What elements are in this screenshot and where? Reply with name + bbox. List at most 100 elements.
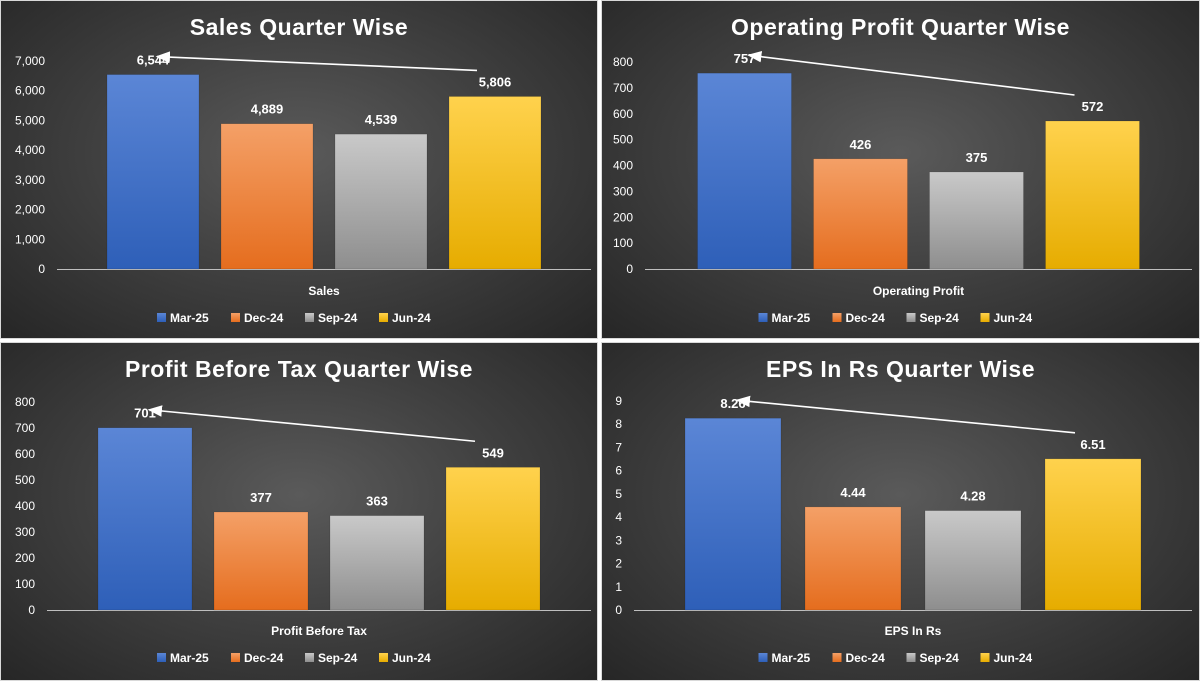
chart-title: Profit Before Tax Quarter Wise	[125, 356, 473, 382]
x-axis-label: EPS In Rs	[885, 624, 942, 638]
legend-swatch	[758, 653, 768, 662]
legend-label: Jun-24	[994, 651, 1033, 665]
legend-label: Mar-25	[170, 311, 209, 325]
data-label: 375	[966, 150, 988, 165]
y-tick-label: 700	[613, 81, 633, 95]
legend-swatch	[305, 653, 314, 662]
profit-before-tax-chart-panel: Profit Before Tax Quarter Wise 0 100 200 300…	[0, 342, 598, 681]
y-tick-label: 800	[15, 395, 35, 409]
data-label: 549	[482, 445, 504, 460]
x-axis-label: Sales	[308, 284, 340, 298]
trend-arrow	[747, 50, 1075, 96]
y-tick-label: 1,000	[15, 232, 45, 246]
y-tick-label: 7	[615, 440, 622, 454]
y-tick-label: 3,000	[15, 173, 45, 187]
legend-label: Mar-25	[772, 311, 811, 325]
legend-label: Sep-24	[318, 311, 358, 325]
y-tick-label: 0	[615, 603, 622, 617]
y-tick-label: 500	[15, 473, 35, 487]
chart-svg: Profit Before Tax Quarter Wise 0 100 200 300…	[15, 356, 591, 665]
sales-chart-panel: Sales Quarter Wise 0 1,000 2,000 3,000 4,000 5…	[0, 0, 598, 339]
y-tick-label: 700	[15, 421, 35, 435]
y-tick-label: 200	[15, 551, 35, 565]
chart-title: Operating Profit Quarter Wise	[731, 14, 1070, 40]
data-label: 4,539	[365, 112, 398, 127]
y-tick-label: 0	[38, 262, 45, 276]
legend-label: Dec-24	[244, 311, 284, 325]
legend-swatch	[980, 653, 990, 662]
y-tick-label: 2	[615, 557, 622, 571]
operating-profit-chart-panel: Operating Profit Quarter Wise 0 100 200 300 4…	[601, 0, 1200, 339]
bar-dec-24	[213, 511, 309, 611]
chart-svg: EPS In Rs Quarter Wise 0 1 2 3 4 5 6 7 8 9 8.26 4.44…	[615, 356, 1192, 665]
data-label: 426	[850, 137, 872, 152]
chart-svg: Sales Quarter Wise 0 1,000 2,000 3,000 4,000 5…	[15, 14, 591, 325]
trend-arrow	[147, 405, 476, 443]
x-axis-label: Operating Profit	[873, 284, 964, 298]
legend-label: Dec-24	[846, 651, 886, 665]
data-label: 4,889	[251, 102, 284, 117]
bar-dec-24	[804, 506, 902, 611]
y-tick-label: 800	[613, 55, 633, 69]
legend-label: Jun-24	[994, 311, 1033, 325]
data-label: 5,806	[479, 74, 512, 89]
legend-swatch	[379, 313, 388, 322]
y-tick-label: 400	[15, 499, 35, 513]
y-tick-label: 0	[28, 603, 35, 617]
legend-swatch	[832, 653, 842, 662]
y-tick-label: 600	[613, 107, 633, 121]
bar-sep-24	[329, 515, 425, 611]
legend-label: Dec-24	[846, 311, 886, 325]
chart-title: EPS In Rs Quarter Wise	[766, 356, 1035, 382]
data-label: 701	[134, 406, 156, 421]
y-tick-label: 100	[613, 236, 633, 250]
legend-swatch	[379, 653, 388, 662]
y-tick-label: 6,000	[15, 84, 45, 98]
bar-jun-24	[1044, 458, 1142, 611]
y-tick-label: 300	[613, 184, 633, 198]
legend-label: Dec-24	[244, 651, 284, 665]
y-tick-label: 200	[613, 210, 633, 224]
legend-label: Sep-24	[920, 311, 960, 325]
legend-swatch	[832, 313, 842, 322]
legend-swatch	[231, 313, 240, 322]
data-label: 6.51	[1080, 437, 1105, 452]
y-tick-label: 4,000	[15, 143, 45, 157]
bar-mar-25	[97, 427, 193, 611]
bar-dec-24	[220, 123, 314, 270]
eps-chart-panel: EPS In Rs Quarter Wise 0 1 2 3 4 5 6 7 8 9 8.26 4.44…	[601, 342, 1200, 681]
legend-swatch	[157, 653, 166, 662]
data-label: 8.26	[720, 396, 745, 411]
chart-svg: Operating Profit Quarter Wise 0 100 200 300 4…	[613, 14, 1192, 325]
data-label: 377	[250, 490, 272, 505]
legend-label: Mar-25	[170, 651, 209, 665]
y-tick-label: 300	[15, 525, 35, 539]
bar-mar-25	[106, 74, 200, 270]
legend-swatch	[980, 313, 990, 322]
legend-label: Jun-24	[392, 651, 431, 665]
x-axis-label: Profit Before Tax	[271, 624, 367, 638]
y-tick-label: 7,000	[15, 54, 45, 68]
bar-mar-25	[684, 417, 782, 611]
y-tick-label: 0	[626, 262, 633, 276]
bar-dec-24	[813, 158, 908, 270]
y-tick-label: 500	[613, 133, 633, 147]
y-tick-label: 6	[615, 464, 622, 478]
legend-label: Jun-24	[392, 311, 431, 325]
legend-swatch	[758, 313, 768, 322]
legend-swatch	[305, 313, 314, 322]
legend-swatch	[906, 653, 916, 662]
bar-mar-25	[697, 72, 792, 270]
data-label: 4.44	[840, 485, 866, 500]
data-label: 572	[1082, 99, 1104, 114]
bar-jun-24	[448, 96, 542, 270]
data-label: 4.28	[960, 489, 985, 504]
y-tick-label: 1	[615, 580, 622, 594]
bar-sep-24	[334, 133, 428, 270]
data-label: 757	[734, 51, 756, 66]
chart-title: Sales Quarter Wise	[190, 14, 408, 40]
legend-swatch	[231, 653, 240, 662]
data-label: 6,544	[137, 53, 170, 68]
data-label: 363	[366, 494, 388, 509]
bar-jun-24	[1045, 120, 1140, 270]
